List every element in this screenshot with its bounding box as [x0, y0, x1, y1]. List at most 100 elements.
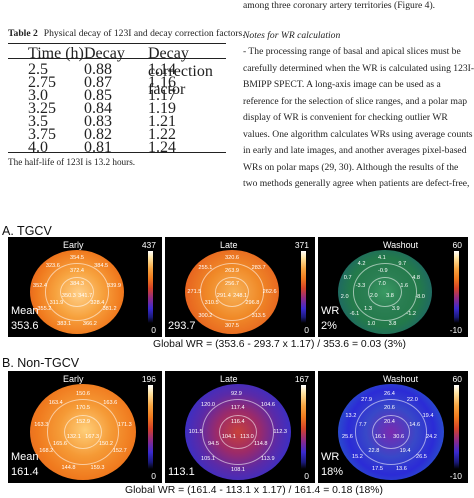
notes-line: display of WR is convenient for checking…: [243, 112, 448, 123]
polar-segment-value: 24.2: [425, 434, 437, 441]
color-scale-bar: [301, 251, 306, 323]
wr-label: WR: [321, 305, 340, 317]
table-cell: 0.85: [84, 87, 112, 104]
early-mean-value: 353.6: [11, 320, 39, 332]
polar-segment-value: 26.4: [384, 390, 395, 397]
polar-segment-value: -0.9: [378, 268, 388, 274]
polar-segment-value: 328.4: [90, 299, 105, 306]
polar-segment-value: 271.5: [187, 289, 202, 295]
polar-segment-value: 9.7: [398, 260, 407, 267]
polar-segment-value: 105.1: [201, 456, 216, 463]
section-label: B. Non-TGCV: [2, 356, 80, 370]
polar-segment-value: 25.6: [342, 434, 353, 441]
notes-heading: Notes for WR calculation: [243, 30, 340, 41]
polar-segment-value: 165.6: [53, 441, 68, 447]
polar-ring: [201, 399, 275, 465]
scale-min-label: -10: [449, 325, 462, 335]
global-wr-formula: Global WR = (161.4 - 113.1 x 1.17) / 161…: [125, 485, 383, 496]
mean-label: Mean: [11, 451, 39, 463]
polar-segment-value: 104.1: [221, 433, 236, 440]
polar-segment-value: -8.0: [415, 293, 425, 300]
polar-segment-value: 17.5: [372, 465, 383, 472]
polar-map: 354.5 384.5 339.9 381.2 366.2 383.1 355.2 352.4…: [30, 250, 124, 334]
polar-segment-value: 248.1: [233, 293, 248, 300]
polar-segment-value: 0.7: [343, 275, 352, 282]
polar-ring: [46, 399, 120, 465]
polar-ring: [60, 276, 94, 308]
polar-segment-value: 152.9: [76, 419, 90, 426]
scale-max-label: 196: [141, 374, 156, 384]
table-label: Table 2: [8, 28, 38, 39]
polar-map-panel: Washout 4.1 9.7 4.8 -8.0 -1.2 3.8 1.0 -6.1 2.0 0.7…: [318, 237, 468, 337]
panel-title: Late: [220, 374, 238, 384]
table-cell: 0.87: [84, 74, 112, 91]
scale-min-label: 0: [151, 325, 156, 335]
table-cell: 1.21: [148, 113, 176, 130]
table-row: 3.0 0.85 1.17: [8, 87, 226, 104]
table-row: 3.5 0.83 1.21: [8, 113, 226, 130]
scale-max-label: 371: [294, 240, 309, 250]
mean-label: Mean: [11, 305, 39, 317]
polar-ring: [353, 263, 417, 321]
polar-segment-value: 22.8: [368, 448, 380, 455]
polar-segment-value: 2.0: [340, 293, 349, 300]
polar-segment-value: 384.5: [94, 263, 109, 270]
table-row: 3.25 0.84 1.19: [8, 100, 226, 117]
polar-map-panel: Washout 26.4 22.0 19.4 24.2 26.5 13.6 17.5 15.2 2…: [318, 371, 468, 483]
table-caption: Table 2 Physical decay of 123I and decay …: [8, 28, 245, 39]
table-cell: 3.0: [28, 87, 48, 104]
scale-max-label: 437: [141, 240, 156, 250]
polar-segment-value: 26.5: [416, 454, 427, 461]
polar-segment-value: 263.9: [225, 268, 239, 274]
polar-segment-value: 20.4: [384, 419, 395, 426]
table-cell: 0.81: [84, 139, 112, 156]
polar-segment-value: 114.8: [253, 441, 268, 447]
polar-segment-value: 167.3: [85, 433, 100, 440]
polar-segment-value: 13.6: [395, 465, 407, 472]
polar-segment-value: 291.4: [216, 293, 231, 300]
wr-value: 2%: [321, 320, 337, 332]
polar-segment-value: 101.5: [188, 429, 203, 435]
polar-ring: [218, 414, 258, 450]
polar-segment-value: 22.0: [406, 396, 418, 403]
polar-segment-value: 27.9: [361, 396, 372, 403]
polar-segment-value: 339.9: [107, 283, 122, 290]
polar-segment-value: 20.6: [384, 405, 395, 411]
table-cell: 0.83: [84, 113, 112, 130]
polar-segment-value: 4.8: [412, 275, 420, 282]
late-mean-value: 293.7: [168, 320, 196, 332]
polar-segment-value: 92.9: [231, 390, 242, 397]
polar-segment-value: 150.2: [98, 441, 113, 447]
polar-segment-value: 372.4: [70, 268, 84, 274]
color-scale-bar: [454, 385, 459, 469]
polar-segment-value: 159.3: [90, 465, 105, 472]
polar-segment-value: 3.8: [388, 321, 397, 328]
polar-map: 4.1 9.7 4.8 -8.0 -1.2 3.8 1.0 -6.1 2.0 0.7 4.2 -0.9…: [338, 250, 432, 334]
polar-ring: [368, 276, 402, 308]
section-label: A. TGCV: [2, 224, 52, 238]
polar-segment-value: 255.1: [198, 265, 213, 272]
global-wr-formula: Global WR = (353.6 - 293.7 x 1.17) / 353…: [153, 339, 406, 350]
polar-segment-value: 171.3: [117, 422, 132, 429]
polar-map-panel: Early 150.6 163.6 171.3 152.7 159.3 144.8 168.2…: [8, 371, 162, 483]
polar-segment-value: 300.2: [198, 312, 213, 319]
polar-ring: [63, 414, 103, 450]
polar-map: 92.9 104.6 112.3 113.9 108.1 105.1 101.5 120.0 1…: [185, 384, 291, 480]
polar-segment-value: -1.2: [406, 311, 417, 317]
polar-map: 150.6 163.6 171.3 152.7 159.3 144.8 168.2 163.3…: [30, 384, 136, 480]
polar-segment-value: -6.1: [349, 311, 360, 317]
polar-ring: [371, 414, 411, 450]
polar-segment-value: 355.2: [37, 305, 52, 312]
polar-segment-value: 163.6: [103, 399, 118, 406]
polar-map: 320.6 283.7 262.6 313.5 307.5 300.2 271.5 255.1…: [185, 250, 279, 334]
polar-segment-value: 320.6: [225, 255, 239, 262]
polar-segment-value: 113.0: [240, 433, 254, 440]
polar-map: 26.4 22.0 19.4 24.2 26.5 13.6 17.5 15.2 25.6 13.2…: [338, 384, 444, 480]
table-cell: 3.25: [28, 100, 56, 117]
polar-segment-value: 113.9: [260, 456, 275, 463]
panel-title: Washout: [383, 240, 419, 250]
polar-segment-value: 283.7: [251, 265, 266, 272]
polar-map-panel: Late 92.9 104.6 112.3 113.9 108.1 105.1 101.5 12…: [165, 371, 315, 483]
panel-title: Late: [220, 240, 238, 250]
table-cell: 0.88: [84, 61, 112, 78]
